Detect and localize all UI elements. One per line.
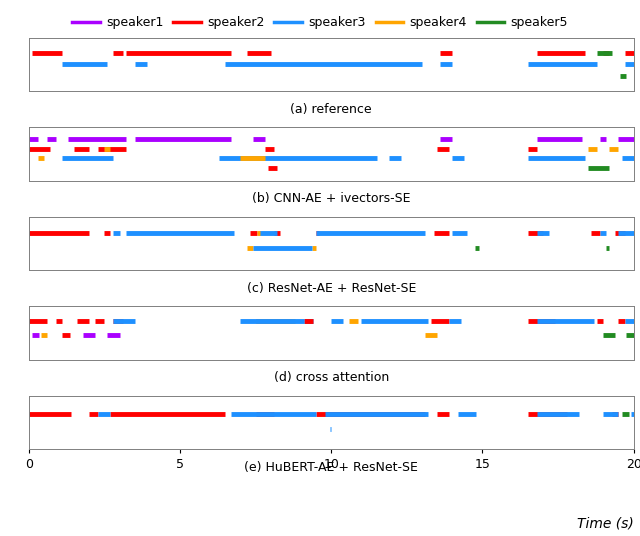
Legend: speaker1, speaker2, speaker3, speaker4, speaker5: speaker1, speaker2, speaker3, speaker4, … bbox=[67, 11, 573, 34]
Text: (a) reference: (a) reference bbox=[291, 102, 372, 116]
Text: (c) ResNet-AE + ResNet-SE: (c) ResNet-AE + ResNet-SE bbox=[246, 281, 416, 295]
Text: (d) cross attention: (d) cross attention bbox=[273, 371, 389, 384]
Text: Time (s): Time (s) bbox=[577, 517, 634, 531]
Text: (b) CNN-AE + ivectors-SE: (b) CNN-AE + ivectors-SE bbox=[252, 192, 410, 205]
Text: (e) HuBERT-AE + ResNet-SE: (e) HuBERT-AE + ResNet-SE bbox=[244, 460, 418, 474]
